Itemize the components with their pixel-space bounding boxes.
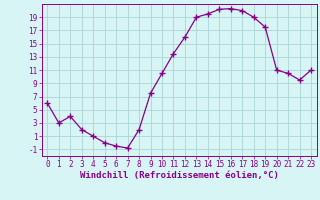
X-axis label: Windchill (Refroidissement éolien,°C): Windchill (Refroidissement éolien,°C) xyxy=(80,171,279,180)
